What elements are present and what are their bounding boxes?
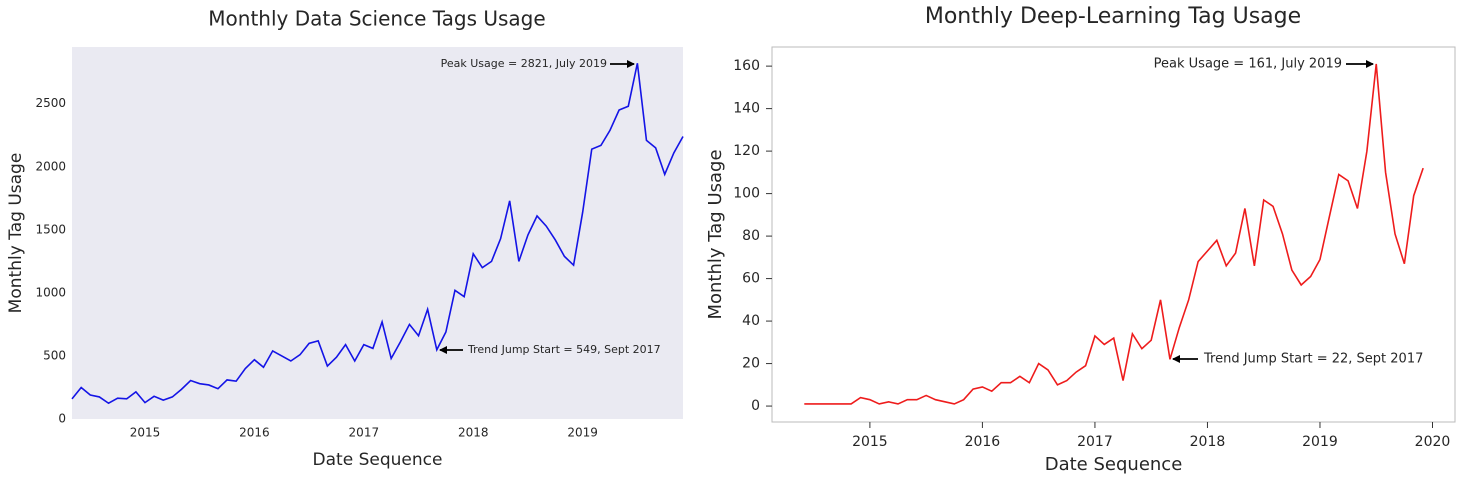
y-tick-label: 80: [742, 228, 760, 244]
x-tick-label: 2020: [1415, 434, 1451, 450]
y-tick-label: 1500: [35, 222, 66, 236]
data-line: [71, 63, 684, 405]
x-axis-label: Date Sequence: [1045, 454, 1183, 475]
y-tick-label: 0: [751, 398, 760, 414]
x-tick-label: 2018: [1190, 434, 1226, 450]
annotation: Trend Jump Start = 22, Sept 2017: [1203, 352, 1423, 367]
x-tick-label: 2017: [349, 426, 380, 440]
chart-title: Monthly Data Science Tags Usage: [208, 7, 545, 31]
annotation: Peak Usage = 161, July 2019: [1154, 57, 1342, 72]
y-tick-label: 120: [733, 143, 760, 159]
y-axis-label: Monthly Tag Usage: [705, 149, 726, 319]
y-tick-label: 100: [733, 186, 760, 202]
y-tick-label: 160: [733, 58, 760, 74]
x-tick-label: 2019: [1302, 434, 1338, 450]
x-tick-label: 2015: [852, 434, 888, 450]
y-tick-label: 140: [733, 101, 760, 117]
x-axis-label: Date Sequence: [313, 450, 443, 470]
y-tick-label: 0: [58, 412, 66, 426]
y-tick-label: 60: [742, 271, 760, 287]
x-tick-label: 2018: [458, 426, 489, 440]
annotation: Peak Usage = 2821, July 2019: [441, 57, 607, 70]
data-line: [804, 63, 1424, 405]
y-tick-label: 1000: [35, 285, 66, 299]
x-tick-label: 2016: [965, 434, 1001, 450]
plot-area: [72, 47, 683, 419]
annotation: Trend Jump Start = 549, Sept 2017: [467, 343, 661, 356]
x-tick-label: 2017: [1077, 434, 1113, 450]
x-tick-label: 2019: [567, 426, 598, 440]
y-axis-label: Monthly Tag Usage: [6, 153, 26, 314]
x-tick-label: 2015: [130, 426, 161, 440]
y-tick-label: 2000: [35, 159, 66, 173]
y-tick-label: 500: [43, 348, 66, 362]
plot-area: [771, 46, 1456, 423]
y-tick-label: 40: [742, 313, 760, 329]
y-tick-label: 20: [742, 356, 760, 372]
chart-title: Monthly Deep-Learning Tag Usage: [925, 4, 1301, 29]
y-tick-label: 2500: [35, 96, 66, 110]
x-tick-label: 2016: [239, 426, 270, 440]
